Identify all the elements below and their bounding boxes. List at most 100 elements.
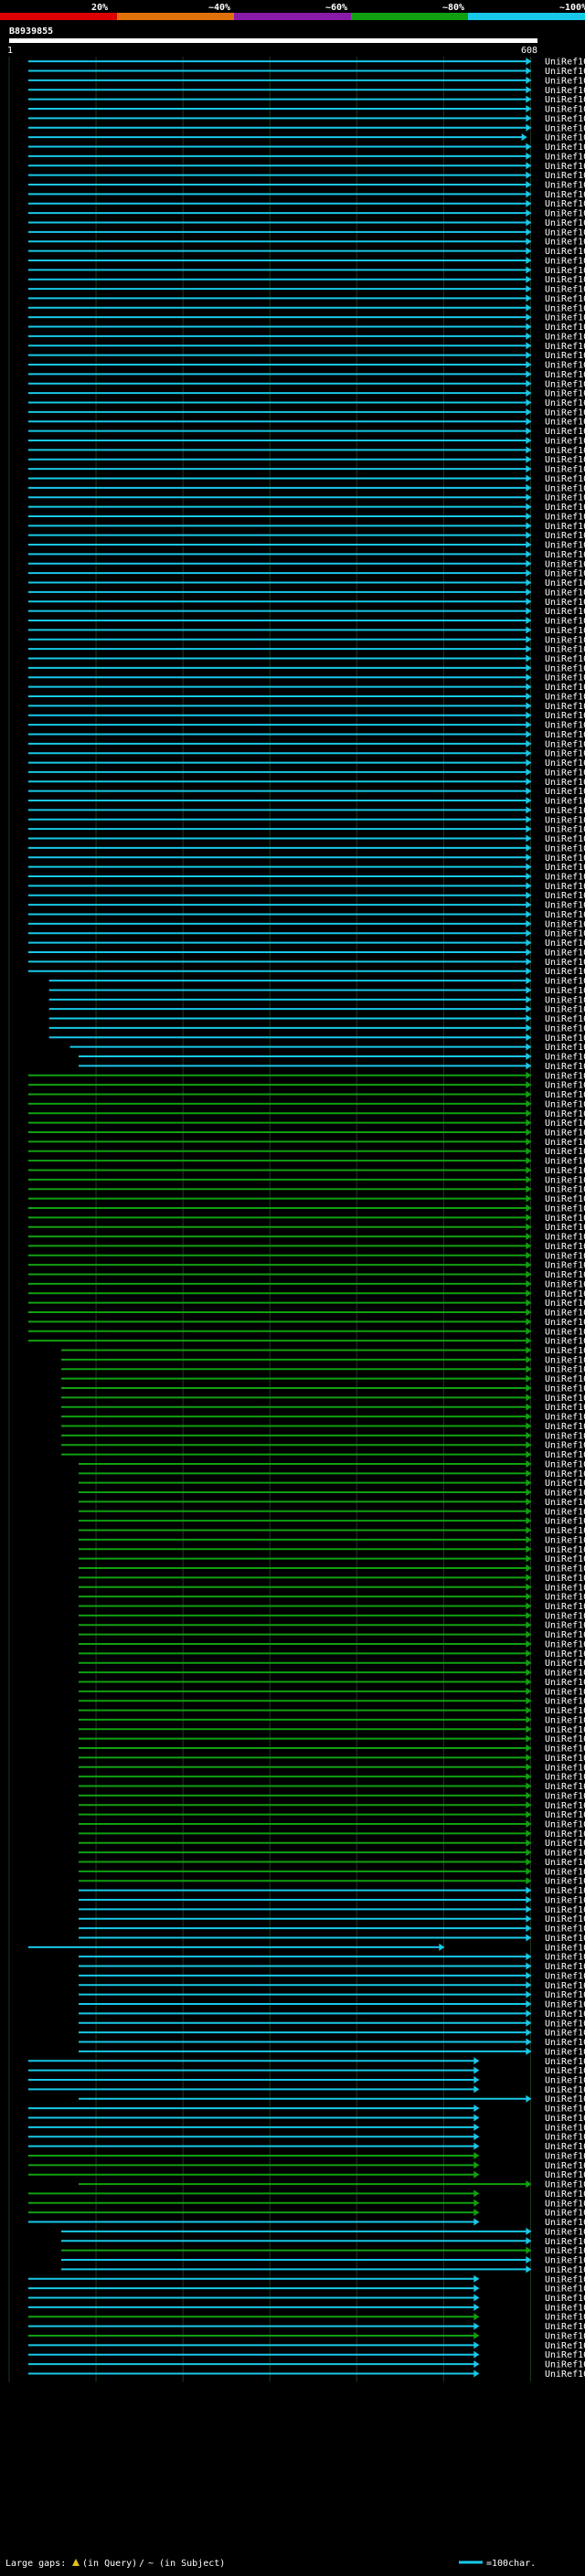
hit-label[interactable]: UniRef100_Q9SNW0 (545, 1394, 585, 1404)
hit-label[interactable]: UniRef100_P26573 (545, 512, 585, 522)
hit-label[interactable]: UniRef100_Q9SW47 (545, 1383, 585, 1394)
hit-label[interactable]: UniRef100_P13209 (545, 1318, 585, 1328)
hit-label[interactable]: UniRef100_Q9SPL1 (545, 1953, 585, 1963)
hit-label[interactable]: UniRef100_P08705 (545, 607, 585, 617)
hit-label[interactable]: UniRef100_Q9SDY7 (545, 1450, 585, 1460)
hit-label[interactable]: UniRef100_A9YTZ7 (545, 702, 585, 712)
hit-label[interactable]: UniRef100_Q10624 (545, 2075, 585, 2085)
hit-label[interactable]: UniRef100_Q9ZV67 (545, 275, 585, 285)
hit-label[interactable]: UniRef100_Q9AXP2 (545, 2180, 585, 2190)
hit-label[interactable]: UniRef100_Q10624 (545, 1157, 585, 1167)
hit-label[interactable]: UniRef100_Q3LF04 (545, 294, 585, 304)
hit-label[interactable]: UniRef100_Q6DVL6 (545, 180, 585, 190)
hit-label[interactable]: UniRef100_Q9SAU3 (545, 1924, 585, 1935)
hit-label[interactable]: UniRef100_Q9FR24 (545, 1820, 585, 1830)
hit-label[interactable]: UniRef100_Q43084 (545, 645, 585, 655)
hit-label[interactable]: UniRef100_A9PJN7 (545, 967, 585, 977)
hit-label[interactable]: UniRef100_P26575 (545, 483, 585, 493)
hit-label[interactable]: UniRef100_P04715 (545, 588, 585, 598)
hit-label[interactable]: UniRef100_Q9SNW8 (545, 1459, 585, 1469)
hit-label[interactable]: UniRef100_Q9SP00 (545, 1706, 585, 1716)
hit-label[interactable]: UniRef100_Q9ZR50 (545, 1867, 585, 1877)
hit-label[interactable]: UniRef100_A9NPT4 (545, 1697, 585, 1707)
hit-label[interactable]: UniRef100_Q43831 (545, 863, 585, 873)
hit-label[interactable]: UniRef100_P18960 (545, 1071, 585, 1081)
hit-label[interactable]: UniRef100_Q05194 (545, 67, 585, 77)
hit-label[interactable]: UniRef100_A9YTZ9 (545, 843, 585, 853)
hit-label[interactable]: UniRef100_B9T055 (545, 398, 585, 408)
hit-label[interactable]: UniRef100_Q9ZR14 (545, 692, 585, 702)
hit-label[interactable]: UniRef100_A8XP85 (545, 1261, 585, 1271)
hit-label[interactable]: UniRef100_Q9FR25 (545, 2019, 585, 2029)
hit-label[interactable]: UniRef100_Q9S7N3 (545, 1517, 585, 1527)
hit-label[interactable]: UniRef100_Q9ZSZ8 (545, 1346, 585, 1356)
hit-label[interactable]: UniRef100_A7LIT5 (545, 370, 585, 380)
hit-label[interactable]: UniRef100_Q9SNZ0 (545, 1611, 585, 1621)
hit-label[interactable]: UniRef100_B9SB29 (545, 313, 585, 323)
hit-label[interactable]: UniRef100_Q66G69 (545, 1943, 585, 1953)
hit-label[interactable]: UniRef100_Q9FEE4 (545, 1829, 585, 1839)
hit-label[interactable]: UniRef100_O8I85 (545, 749, 585, 759)
hit-label[interactable]: UniRef100_Q9ZWH3 (545, 1554, 585, 1564)
hit-label[interactable]: UniRef100_A7YYM6 (545, 1251, 585, 1261)
hit-label[interactable]: UniRef100_Q3Z744 (545, 797, 585, 807)
hit-label[interactable]: UniRef100_Q94UJ5 (545, 2029, 585, 2039)
hit-label[interactable]: UniRef100_B3H4J8 (545, 427, 585, 437)
hit-label[interactable]: UniRef100_Q21173 (545, 2227, 585, 2237)
hit-label[interactable]: UniRef100_Q84NQ5 (545, 1014, 585, 1024)
hit-label[interactable]: UniRef100_B7FHC2 (545, 114, 585, 124)
hit-label[interactable]: UniRef100_Q9ZWG6 (545, 1355, 585, 1365)
hit-label[interactable]: UniRef100_Q9S7Q3 (545, 2303, 585, 2313)
hit-label[interactable]: UniRef100_P26574 (545, 626, 585, 636)
hit-label[interactable]: UniRef100_Q94UJ3 (545, 2047, 585, 2057)
hit-label[interactable]: UniRef100_Q8GX25 (545, 834, 585, 844)
hit-label[interactable]: UniRef100_P19308 (545, 1185, 585, 1195)
hit-label[interactable]: UniRef100_A9PJL4 (545, 256, 585, 266)
hit-label[interactable]: UniRef100_C5Y519 (545, 1839, 585, 1849)
hit-label[interactable]: UniRef100_Q9TLH4 (545, 1365, 585, 1375)
hit-label[interactable]: UniRef100_Q8GV24 (545, 721, 585, 731)
hit-label[interactable]: UniRef100_Q9TLH3 (545, 958, 585, 968)
hit-label[interactable]: UniRef100_A9PHQ1 (545, 266, 585, 276)
hit-label[interactable]: UniRef100_Q107W4 (545, 2142, 585, 2152)
hit-label[interactable]: UniRef100_P07180 (545, 683, 585, 693)
hit-label[interactable]: UniRef100_Q9FR22 (545, 1791, 585, 1801)
hit-label[interactable]: UniRef100_Q39748 (545, 1034, 585, 1044)
hit-label[interactable]: UniRef100_Q9XG85 (545, 825, 585, 835)
hit-label[interactable]: UniRef100_Q04450 (545, 332, 585, 342)
hit-label[interactable]: UniRef100_P00866 (545, 1053, 585, 1063)
hit-label[interactable]: UniRef100_P00871 (545, 1754, 585, 1764)
hit-label[interactable]: UniRef100_Q9ZWG4 (545, 1639, 585, 1649)
hit-label[interactable]: UniRef100_B9T1N0 (545, 323, 585, 333)
hit-label[interactable]: UniRef100_P07689 (545, 1062, 585, 1072)
hit-label[interactable]: UniRef100_Q94LN2 (545, 2209, 585, 2219)
hit-label[interactable]: UniRef100_Q5IT94 (545, 654, 585, 664)
hit-label[interactable]: UniRef100_A9NMZ6 (545, 1422, 585, 1432)
hit-label[interactable]: UniRef100_Q107W5 (545, 2133, 585, 2143)
hit-label[interactable]: UniRef100_P00889 (545, 105, 585, 115)
hit-label[interactable]: UniRef100_Q05349 (545, 673, 585, 684)
hit-label[interactable]: UniRef100_A9NLD6 (545, 1431, 585, 1441)
hit-label[interactable]: UniRef100_P08287 (545, 569, 585, 579)
hit-label[interactable]: UniRef100_Q9SNW6 (545, 1564, 585, 1574)
hit-label[interactable]: UniRef100_Q10787 (545, 2114, 585, 2124)
hit-label[interactable]: UniRef100_P22433 (545, 379, 585, 389)
hit-label[interactable]: UniRef100_Q9ZQ38 (545, 1630, 585, 1640)
hit-label[interactable]: UniRef100_A7YYM5 (545, 1337, 585, 1347)
hit-label[interactable]: UniRef100_B7FHB2 (545, 76, 585, 86)
hit-label[interactable]: UniRef100_Q96306 (545, 2360, 585, 2370)
hit-label[interactable]: UniRef100_Q7DM38 (545, 1147, 585, 1157)
hit-label[interactable]: UniRef100_Q39749 (545, 986, 585, 996)
hit-label[interactable]: UniRef100_Q9ZWH4 (545, 1763, 585, 1773)
hit-label[interactable]: UniRef100_Q9ZSS1 (545, 1895, 585, 1905)
hit-label[interactable]: UniRef100_Q01NY2 (545, 1593, 585, 1603)
hit-label[interactable]: UniRef100_A0PFS5 (545, 218, 585, 228)
hit-label[interactable]: UniRef100_Q8GR17 (545, 465, 585, 475)
hit-label[interactable]: UniRef100_P10796 (545, 389, 585, 399)
hit-label[interactable]: UniRef100_A0F1P7 (545, 635, 585, 645)
hit-label[interactable]: UniRef100_Q9SBU0 (545, 1374, 585, 1384)
hit-label[interactable]: UniRef100_A9NK08 (545, 1441, 585, 1451)
hit-label[interactable]: UniRef100_Q8VX71 (545, 1194, 585, 1204)
hit-label[interactable]: UniRef100_P07179 (545, 418, 585, 428)
hit-label[interactable]: UniRef100_P19310 (545, 1289, 585, 1299)
